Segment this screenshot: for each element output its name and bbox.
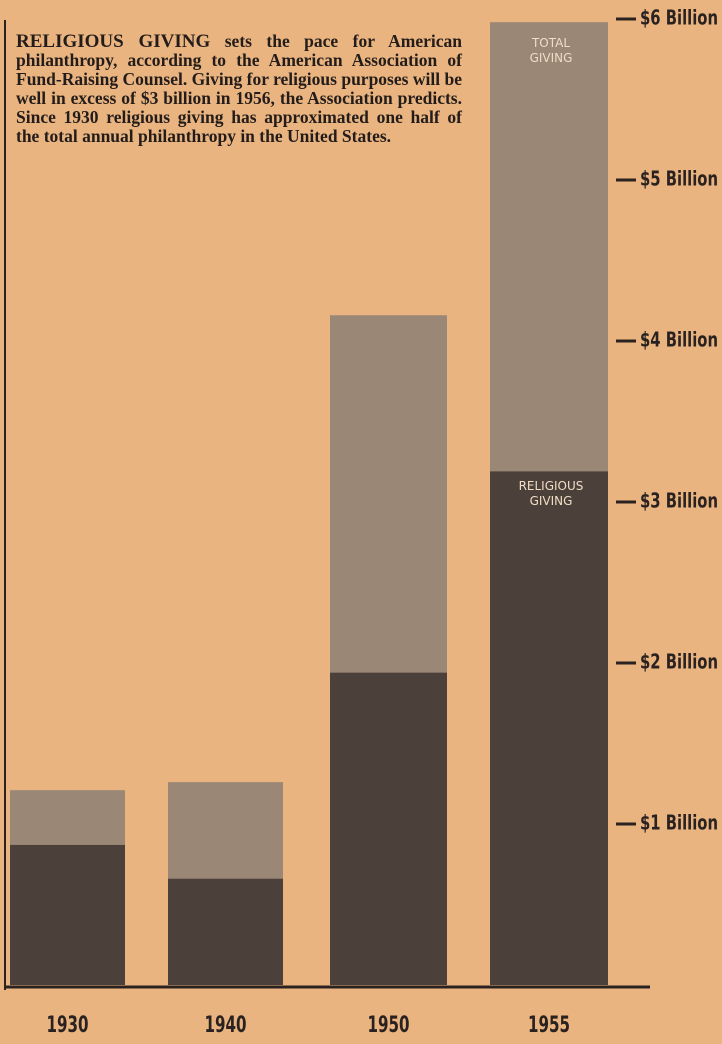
y-tick-label: $5 Billion bbox=[640, 167, 718, 191]
page: $1 Billion $2 Billion $3 Billion $4 Billion… bbox=[0, 0, 722, 1044]
caption-lead: RELIGIOUS GIVING bbox=[16, 31, 210, 52]
y-tick-label: $1 Billion bbox=[640, 811, 718, 835]
x-tick-label: 1955 bbox=[528, 1013, 570, 1038]
x-tick-label: 1930 bbox=[47, 1013, 89, 1038]
bar bbox=[330, 673, 447, 985]
y-tick-label: $3 Billion bbox=[640, 489, 718, 513]
y-tick-label: $4 Billion bbox=[640, 328, 718, 352]
y-tick-label: $2 Billion bbox=[640, 650, 718, 674]
series-label: TOTAL GIVING bbox=[520, 36, 582, 66]
x-tick-label: 1940 bbox=[205, 1013, 247, 1038]
caption: RELIGIOUS GIVING sets the pace for Ameri… bbox=[16, 32, 462, 146]
y-tick-label: $6 Billion bbox=[640, 6, 718, 30]
bar bbox=[10, 845, 125, 985]
bar bbox=[168, 879, 283, 985]
series-label: RELIGIOUS GIVING bbox=[505, 479, 597, 509]
chart: $1 Billion $2 Billion $3 Billion $4 Billion… bbox=[0, 0, 722, 1044]
x-tick-label: 1950 bbox=[368, 1013, 410, 1038]
bar bbox=[490, 471, 608, 985]
